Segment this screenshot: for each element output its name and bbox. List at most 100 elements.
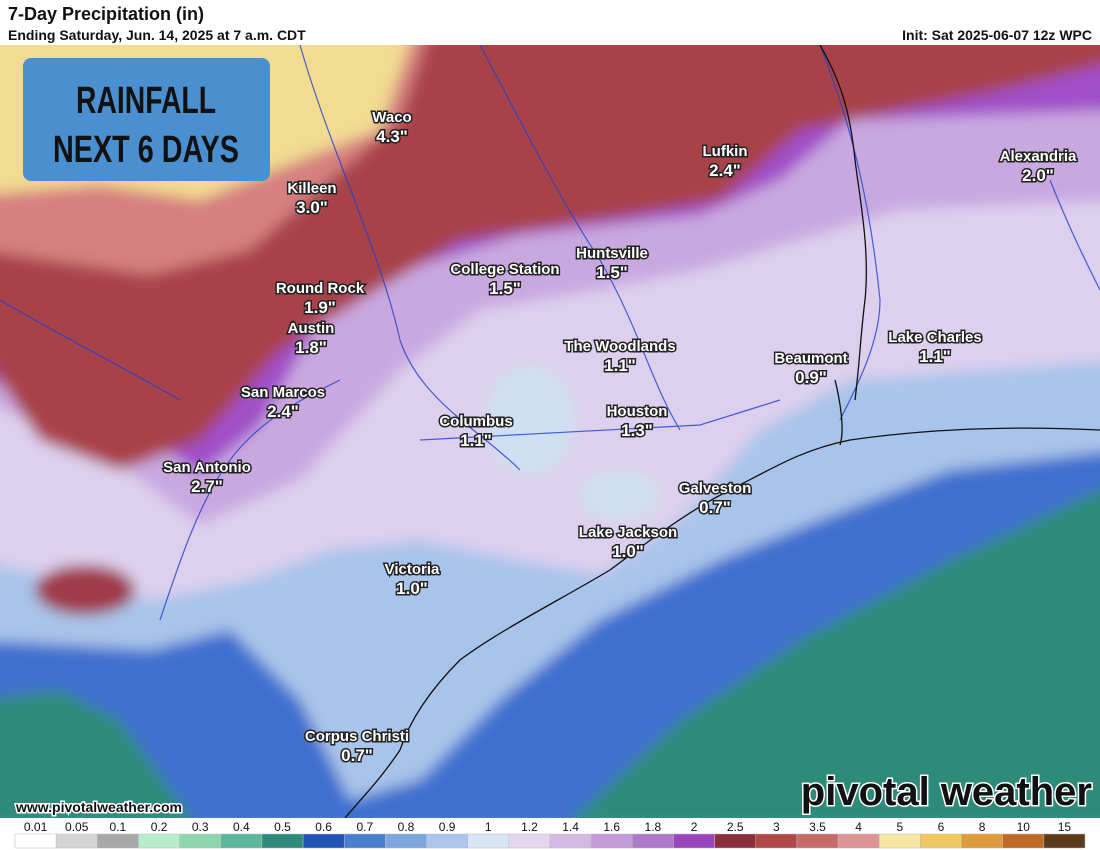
watermark: www.pivotalweather.com	[15, 799, 182, 815]
colorbar-label: 1.6	[603, 820, 620, 834]
colorbar-label: 0.05	[65, 820, 89, 834]
city-name: San Marcos	[241, 384, 325, 401]
colorbar-swatch	[755, 833, 798, 849]
city-name: Corpus Christi	[305, 728, 409, 745]
city-amount: 2.4"	[267, 402, 299, 421]
colorbar-label: 1.8	[645, 820, 662, 834]
city-amount: 0.9"	[795, 368, 827, 387]
city-amount: 1.1"	[919, 347, 951, 366]
colorbar-label: 0.3	[192, 820, 209, 834]
city-amount: 2.7"	[191, 477, 223, 496]
colorbar-swatch	[261, 833, 304, 849]
city-amount: 1.5"	[596, 263, 628, 282]
city-name: College Station	[450, 261, 559, 278]
coastline	[344, 45, 1100, 818]
colorbar-swatch	[796, 833, 839, 849]
colorbar-swatch	[878, 833, 921, 849]
colorbar-swatch	[55, 833, 98, 849]
colorbar-label: 8	[979, 820, 986, 834]
init-time: Init: Sat 2025-06-07 12z WPC	[902, 27, 1092, 43]
city-amount: 2.0"	[1022, 166, 1054, 185]
city-name: Killeen	[287, 180, 336, 197]
colorbar-label: 3.5	[809, 820, 826, 834]
precip-field	[0, 45, 1100, 818]
colorbar-swatch	[1002, 833, 1045, 849]
rivers	[0, 45, 1100, 621]
badge-line: RAINFALL	[76, 80, 216, 122]
colorbar-swatch	[632, 833, 674, 849]
colorbar-swatch	[97, 833, 139, 849]
colorbar-label: 0.5	[274, 820, 291, 834]
colorbar-swatch	[508, 833, 551, 849]
colorbar-swatch	[837, 833, 880, 849]
colorbar-swatch	[179, 833, 222, 849]
colorbar-swatch	[549, 833, 592, 849]
colorbar-label: 0.6	[315, 820, 332, 834]
colorbar-label: 15	[1058, 820, 1072, 834]
city-amount: 0.7"	[341, 746, 373, 765]
colorbar-label: 2	[691, 820, 698, 834]
city-name: Austin	[288, 320, 335, 337]
city-name: Victoria	[385, 561, 440, 578]
colorbar-swatch	[467, 833, 510, 849]
city-name: Lufkin	[703, 143, 748, 160]
city-amount: 1.0"	[396, 579, 428, 598]
header-band	[0, 0, 1100, 45]
colorbar-label: 0.01	[24, 820, 48, 834]
colorbar-swatch	[590, 833, 633, 849]
city-name: Columbus	[439, 413, 512, 430]
colorbar-label: 1.4	[562, 820, 579, 834]
colorbar-swatch	[714, 833, 757, 849]
colorbar-swatch	[961, 833, 1003, 849]
city-name: Alexandria	[1000, 148, 1077, 165]
colorbar-swatch	[1043, 833, 1086, 849]
subtitle: Ending Saturday, Jun. 14, 2025 at 7 a.m.…	[8, 27, 306, 43]
colorbar-label: 1.2	[521, 820, 538, 834]
colorbar-swatch	[920, 833, 962, 849]
city-amount: 1.1"	[604, 356, 636, 375]
city-name: Beaumont	[774, 350, 847, 367]
colorbar-label: 1	[485, 820, 492, 834]
colorbar-swatch	[426, 833, 468, 849]
city-amount: 1.3"	[621, 421, 653, 440]
colorbar-label: 0.4	[233, 820, 250, 834]
city-amount: 1.0"	[612, 542, 644, 561]
colorbar-label: 0.8	[398, 820, 415, 834]
city-name: Galveston	[679, 480, 752, 497]
colorbar-label: 6	[938, 820, 945, 834]
colorbar-swatch	[220, 833, 263, 849]
colorbar-swatch	[343, 833, 386, 849]
badge: RAINFALL NEXT 6 DAYS	[23, 58, 270, 181]
colorbar-swatch	[14, 833, 57, 849]
city-amount: 1.8"	[295, 338, 327, 357]
colorbar-label: 5	[896, 820, 903, 834]
city-name: Lake Jackson	[579, 524, 677, 541]
city-name: Lake Charles	[888, 329, 981, 346]
city-amount: 0.7"	[699, 498, 731, 517]
logo: pivotal weather	[801, 770, 1092, 814]
colorbar-label: 2.5	[727, 820, 744, 834]
title: 7-Day Precipitation (in)	[8, 4, 204, 24]
badge-box	[23, 58, 270, 181]
colorbar-label: 0.7	[356, 820, 373, 834]
colorbar: 0.01 0.05 0.1 0.2 0.3 0.4 0.5 0.6 0.7 0.8 0.9 1 1.2 1…	[14, 820, 1086, 849]
badge-line: NEXT 6 DAYS	[53, 129, 239, 171]
city-name: Waco	[372, 109, 411, 126]
city-name: San Antonio	[163, 459, 251, 476]
colorbar-label: 0.9	[439, 820, 456, 834]
city-amount: 1.1"	[460, 431, 492, 450]
city-name: Huntsville	[576, 245, 648, 262]
colorbar-label: 3	[773, 820, 780, 834]
city-labels: Waco4.3"Killeen3.0"Lufkin2.4"Alexandria2…	[162, 108, 1079, 767]
city-amount: 2.4"	[709, 161, 741, 180]
city-name: Round Rock	[276, 280, 365, 297]
colorbar-swatch	[138, 833, 180, 849]
city-amount: 4.3"	[376, 127, 408, 146]
colorbar-swatch	[385, 833, 427, 849]
city-amount: 3.0"	[296, 198, 328, 217]
colorbar-label: 10	[1017, 820, 1031, 834]
city-amount: 1.9"	[304, 298, 336, 317]
colorbar-swatch	[673, 833, 715, 849]
map	[0, 45, 1100, 818]
